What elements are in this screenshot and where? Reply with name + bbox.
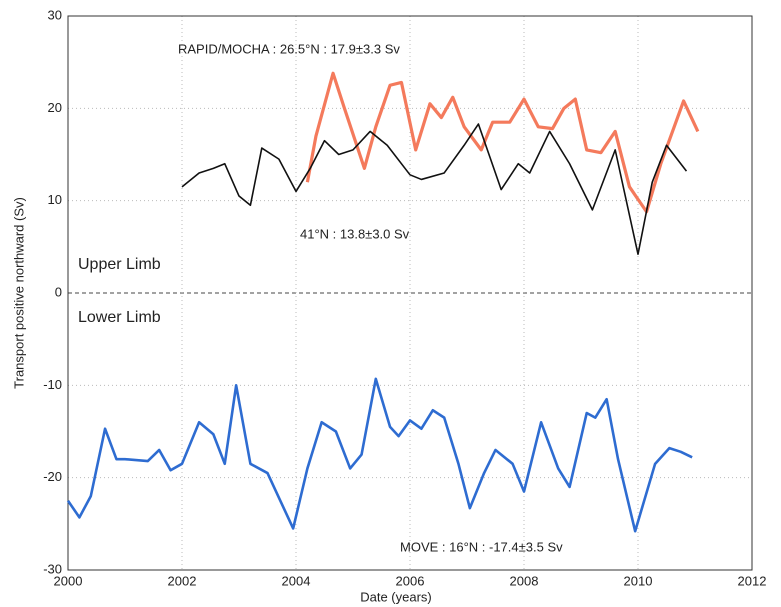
plot-frame (67, 15, 753, 571)
x-tick-label: 2010 (624, 573, 653, 588)
series-line (66, 377, 693, 533)
y-tick-label: -30 (43, 561, 62, 576)
y-tick-label: 10 (48, 192, 62, 207)
y-tick-label: -10 (43, 377, 62, 392)
x-tick-label: 2002 (168, 573, 197, 588)
x-tick-label: 2000 (54, 573, 83, 588)
y-tick-label: 0 (55, 284, 62, 299)
x-tick-label: 2004 (282, 573, 311, 588)
y-tick-label: 20 (48, 100, 62, 115)
series-label: MOVE : 16°N : -17.4±3.5 Sv (400, 539, 563, 554)
annotation: Lower Limb (78, 309, 161, 326)
x-tick-label: 2008 (510, 573, 539, 588)
x-axis-label: Date (years) (360, 589, 432, 604)
x-tick-label: 2006 (396, 573, 425, 588)
y-axis-label: Transport positive northward (Sv) (11, 197, 26, 389)
series-line (305, 71, 700, 214)
x-tick-label: 2012 (738, 573, 767, 588)
series-line (181, 123, 688, 256)
series-label: 41°N : 13.8±3.0 Sv (300, 226, 410, 241)
y-tick-label: -20 (43, 469, 62, 484)
y-tick-label: 30 (48, 7, 62, 22)
series-label: RAPID/MOCHA : 26.5°N : 17.9±3.3 Sv (178, 41, 400, 56)
annotation: Upper Limb (78, 256, 161, 273)
